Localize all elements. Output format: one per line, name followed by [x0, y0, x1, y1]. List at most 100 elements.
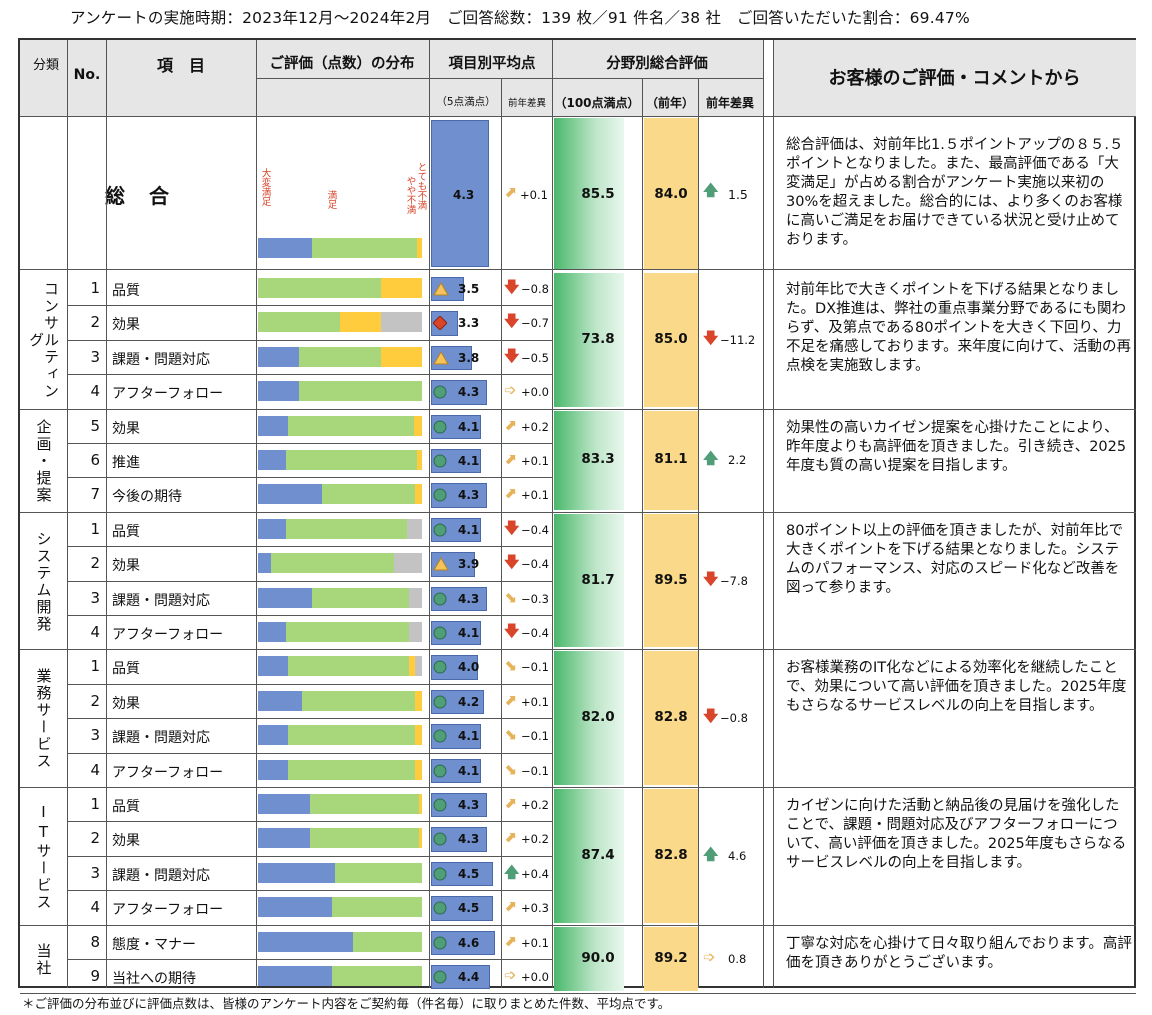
- field-diff: 4.6: [728, 848, 747, 863]
- header-comment: お客様のご評価・コメントから: [828, 68, 1081, 89]
- column-divider: [106, 40, 107, 988]
- distribution-bar: [258, 966, 422, 986]
- field-prev: 81.1: [654, 451, 688, 468]
- field-prev: 85.0: [654, 330, 688, 347]
- circle-icon: [433, 694, 447, 713]
- field-prev-bg: [644, 410, 698, 510]
- bar-satisfied: [310, 794, 419, 814]
- bar-very-satisfied: [258, 862, 336, 883]
- circle-icon: [433, 763, 447, 782]
- right-arrow-icon: ➩: [703, 948, 716, 966]
- bar-satisfied: [335, 862, 422, 883]
- field-prev-bg: [644, 513, 698, 648]
- row-divider: [20, 787, 1136, 788]
- field-diff: −7.8: [720, 573, 748, 588]
- row-divider: [67, 615, 553, 616]
- diag-up-arrow-icon: ⬈: [504, 450, 517, 468]
- row-divider: [67, 890, 553, 892]
- bar-dissatisfied: [415, 656, 422, 677]
- distribution-bar: [258, 656, 422, 677]
- bar-very-satisfied: [258, 656, 288, 677]
- down-arrow-icon: 🡇: [703, 707, 719, 726]
- row-divider: [67, 374, 553, 376]
- header-field-scale: （100点満点）: [554, 96, 640, 110]
- avg-value: 3.3: [458, 316, 480, 331]
- comment-header-bg: [773, 40, 1136, 116]
- survey-results-table: 分類 No. 項 目 ご評価（点数）の分布 項目別平均点 （5点満点） 前年差異…: [18, 38, 1136, 995]
- row-item-label: 効果: [112, 420, 140, 437]
- row-number: 4: [90, 623, 100, 641]
- avg-diff: +0.1: [521, 694, 549, 709]
- diag-down-arrow-icon: ⬊: [504, 725, 517, 744]
- field-prev-bg: [644, 789, 698, 923]
- avg-value: 4.1: [458, 763, 480, 778]
- column-divider: [552, 40, 553, 988]
- down-arrow-icon: 🡇: [504, 278, 520, 296]
- bar-very-satisfied: [258, 484, 322, 505]
- bar-very-satisfied: [258, 622, 286, 642]
- header-category: 分類: [32, 58, 59, 73]
- field-score-bar: [554, 513, 624, 648]
- field-diff: −11.2: [720, 332, 756, 347]
- distribution-bar: [258, 862, 422, 883]
- header-avg-diff: 前年差異: [507, 98, 546, 109]
- field-comment: お客様業務のIT化などによる効率化を継続したことで、効果について高い評価を頂きま…: [786, 660, 1127, 715]
- bar-dissatisfied: [407, 518, 422, 539]
- row-number: 7: [90, 485, 100, 504]
- row-number: 5: [90, 416, 100, 435]
- bar-dissatisfied: [408, 587, 422, 608]
- overall-avg-bar: [431, 120, 489, 267]
- field-comment: 丁寧な対応を心掛けて日々取り組んでおります。高評価を頂きありがとうございます。: [786, 935, 1132, 971]
- down-arrow-icon: 🡇: [703, 569, 719, 588]
- row-divider: [20, 511, 1136, 513]
- column-divider: [501, 78, 502, 988]
- diag-up-arrow-icon: ⬈: [504, 484, 517, 503]
- row-number: 2: [90, 554, 100, 573]
- down-arrow-icon: 🡇: [504, 622, 520, 640]
- circle-icon: [433, 591, 447, 610]
- row-item-label: 態度・マナー: [112, 936, 196, 953]
- field-diff: 0.8: [728, 952, 747, 966]
- bar-satisfied: [287, 759, 416, 780]
- bar-very-satisfied: [258, 346, 299, 367]
- avg-diff: −0.1: [521, 763, 549, 778]
- distribution-bar: [258, 622, 422, 642]
- avg-bar: [431, 827, 487, 852]
- bar-satisfied: [312, 238, 418, 258]
- category-label: 企画・提案: [34, 418, 53, 504]
- avg-value: 4.3: [458, 798, 480, 812]
- bar-satisfied: [353, 931, 422, 952]
- diag-up-arrow-icon: ⬈: [504, 794, 517, 812]
- field-comment: カイゼンに向けた活動と納品後の見届けを強化したことで、課題・問題対応及びアフター…: [786, 798, 1127, 871]
- avg-diff: +0.2: [521, 832, 549, 847]
- row-item-label: 課題・問題対応: [112, 351, 210, 368]
- avg-diff: +0.1: [521, 935, 549, 950]
- field-score: 82.0: [581, 709, 615, 726]
- bar-satisfied: [258, 278, 381, 298]
- distribution-bar: [258, 278, 422, 298]
- header-field-diff: 前年差異: [705, 96, 754, 110]
- row-divider: [20, 116, 1136, 117]
- row-number: 3: [90, 863, 100, 882]
- circle-icon: [433, 522, 447, 541]
- overall-score-bar: [554, 118, 624, 269]
- bar-very-satisfied: [258, 553, 272, 574]
- circle-icon: [433, 384, 447, 403]
- legend-satisfied: 満足: [325, 190, 337, 209]
- avg-diff: −0.8: [521, 282, 549, 296]
- bar-somewhat: [418, 794, 422, 814]
- bar-satisfied: [287, 415, 414, 436]
- bar-satisfied: [287, 725, 416, 746]
- row-number: 4: [90, 898, 100, 917]
- header-distribution: ご評価（点数）の分布: [269, 56, 415, 72]
- header-field-prev: （前年）: [645, 96, 694, 110]
- avg-value: 4.3: [458, 488, 480, 503]
- distribution-bar: [258, 450, 422, 470]
- down-arrow-icon: 🡇: [504, 518, 520, 537]
- overall-up-arrow-icon: 🡅: [703, 181, 719, 199]
- row-divider: [67, 305, 553, 307]
- distribution-bar: [258, 381, 422, 402]
- overall-comment: 総合評価は、対前年比1.５ポイントアップの８５.５ポイントとなりました。また、最…: [786, 137, 1124, 248]
- row-number: 1: [90, 657, 100, 676]
- row-item-label: 今後の期待: [112, 489, 182, 506]
